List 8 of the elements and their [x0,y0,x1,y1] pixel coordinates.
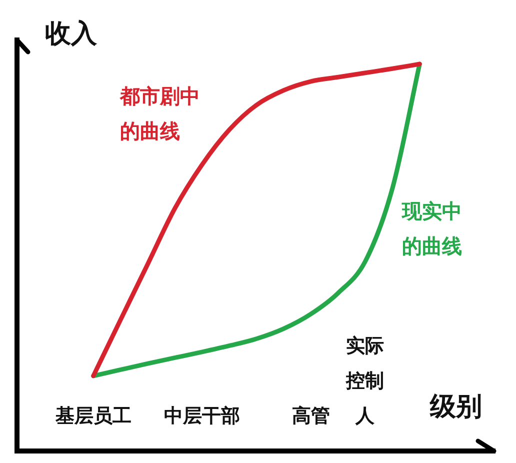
x-tick-label: 高管 [292,404,330,427]
series-label: 现实中的曲线 [400,198,462,258]
x-tick-label: 基层员工 [54,404,132,427]
x-tick-label: 实际控制人 [345,334,384,427]
series-label: 都市剧中的曲线 [119,84,200,144]
x-tick-label: 中层干部 [164,404,240,427]
y-axis-title: 收入 [45,18,98,49]
x-axis-title: 级别 [429,392,482,422]
